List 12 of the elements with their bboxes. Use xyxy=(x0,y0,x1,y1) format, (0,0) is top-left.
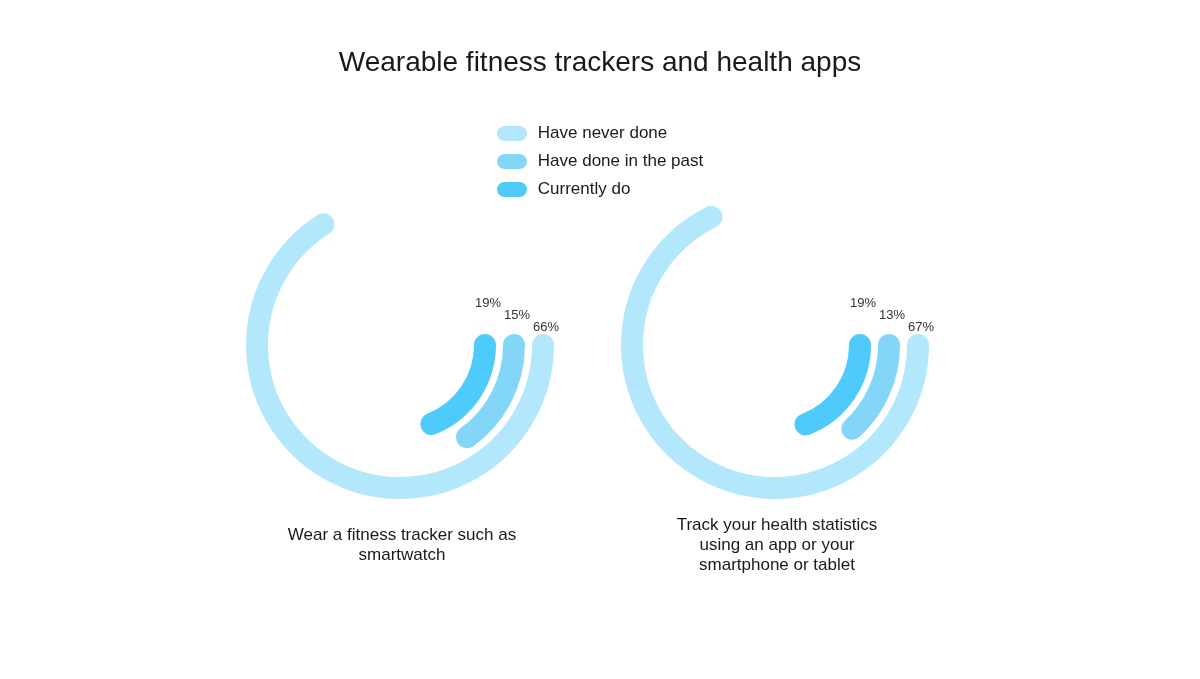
data-label: 15% xyxy=(503,306,531,322)
data-label: 66% xyxy=(532,318,560,334)
data-label: 67% xyxy=(907,318,935,334)
legend-label: Have never done xyxy=(537,123,668,143)
data-label: 19% xyxy=(849,294,877,310)
data-label: 19% xyxy=(474,294,502,310)
category-label: Track your health statistics using an app or your smartphone or tablet xyxy=(675,515,879,575)
legend-label: Currently do xyxy=(537,179,631,199)
data-label: 13% xyxy=(878,306,906,322)
legend-label: Have done in the past xyxy=(537,151,704,171)
text: Wearable fitness trackers and health apps xyxy=(337,45,863,79)
category-label: Wear a fitness tracker such as smartwatch xyxy=(286,525,518,565)
